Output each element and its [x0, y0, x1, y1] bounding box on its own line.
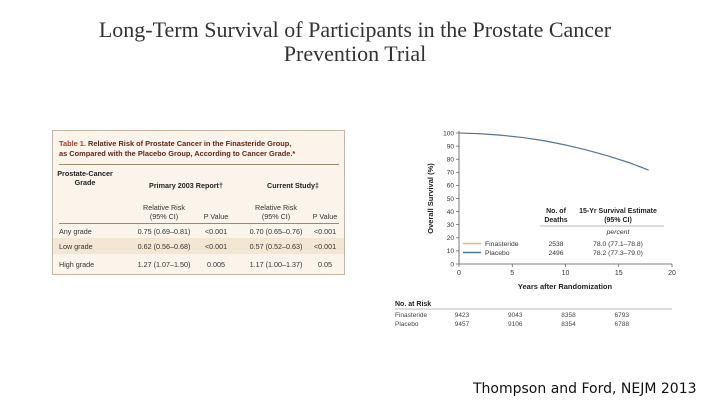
legend-deaths-header-1: No. of [546, 208, 566, 215]
table-caption-line-1: Relative Risk of Prostate Cancer in the … [88, 139, 292, 148]
legend-estimate-header-1: 15-Yr Survival Estimate [579, 208, 657, 215]
y-tick-label: 100 [443, 130, 454, 137]
series-line-finasteride [458, 132, 649, 171]
at-risk-count: 6793 [615, 312, 630, 319]
legend-estimate-value: 78.0 (77.1–78.8) [593, 241, 643, 248]
y-tick-label: 40 [447, 209, 455, 216]
at-risk-count: 9457 [455, 321, 470, 328]
x-tick-label: 20 [668, 270, 676, 277]
y-tick-label: 30 [447, 222, 455, 229]
row-p-primary: 0.005 [207, 260, 225, 269]
table-top-rule [59, 164, 339, 165]
x-tick-label: 10 [562, 270, 570, 277]
row-rr-primary: 1.27 (1.07–1.50) [137, 260, 191, 269]
slide-title-line-1: Long-Term Survival of Participants in th… [98, 17, 612, 42]
row-p-current: <0.001 [313, 242, 337, 251]
grade-header-line-2: Grade [74, 178, 96, 187]
row-rr-current: 1.17 (1.00–1.37) [249, 260, 303, 269]
at-risk-count: 9106 [508, 321, 523, 328]
primary-report-header: Primary 2003 Report† [149, 181, 223, 190]
row-rr-current: 0.57 (0.52–0.63) [249, 242, 303, 251]
rr-header-current: Relative Risk (95% CI) [241, 203, 311, 221]
rr-header-primary: Relative Risk (95% CI) [129, 203, 199, 221]
at-risk-row-name: Placebo [395, 321, 419, 328]
table-label: Table 1. [59, 139, 86, 148]
y-tick-label: 0 [450, 261, 454, 268]
table-caption: Table 1. Relative Risk of Prostate Cance… [59, 139, 339, 159]
row-grade: High grade [59, 260, 95, 269]
table-row-band [53, 238, 344, 254]
at-risk-count: 6788 [615, 321, 630, 328]
table-caption-line-2: as Compared with the Placebo Group, Acco… [59, 149, 296, 158]
x-tick-label: 15 [615, 270, 623, 277]
y-tick-label: 20 [447, 235, 455, 242]
series-line-placebo [458, 132, 649, 171]
legend-series-name: Finasteride [485, 241, 519, 248]
y-tick-label: 80 [447, 157, 455, 164]
y-tick-label: 60 [447, 183, 455, 190]
row-rr-primary: 0.62 (0.56–0.68) [137, 242, 191, 251]
at-risk-count: 9423 [455, 312, 470, 319]
grade-column-header: Prostate-Cancer Grade [57, 169, 113, 187]
row-p-current: <0.001 [313, 227, 337, 236]
rr-header-primary-line-2: (95% CI) [149, 212, 179, 221]
slide-title-line-2: Prevention Trial [283, 41, 427, 66]
x-tick-label: 0 [457, 270, 461, 277]
legend-estimate-header-2: (95% CI) [604, 217, 632, 224]
y-tick-label: 70 [447, 170, 455, 177]
relative-risk-table: Table 1. Relative Risk of Prostate Cance… [52, 130, 345, 275]
row-grade: Any grade [59, 227, 92, 236]
chart-legend: No. of Deaths 15-Yr Survival Estimate (95% … [463, 208, 664, 257]
legend-estimate-value: 78.2 (77.3–79.0) [593, 250, 643, 257]
at-risk-count: 8354 [561, 321, 576, 328]
row-p-primary: <0.001 [204, 227, 228, 236]
table-header-rule [59, 223, 339, 224]
at-risk-table: No. at Risk Finasteride 9423 9043 8358 6793 Pl… [395, 301, 672, 328]
rr-header-primary-line-1: Relative Risk [143, 203, 185, 212]
at-risk-count: 9043 [508, 312, 523, 319]
y-axis-label: Overall Survival (%) [426, 163, 435, 234]
legend-deaths-value: 2496 [548, 250, 563, 257]
grade-header-line-1: Prostate-Cancer [57, 169, 113, 178]
source-credit: Thompson and Ford, NEJM 2013 [473, 381, 697, 397]
chart-axes: 0 10 20 30 40 50 60 70 80 90 100 0 5 10 15 20 Years afte… [426, 130, 676, 291]
slide-title: Long-Term Survival of Participants in th… [60, 18, 650, 66]
row-rr-current: 0.70 (0.65–0.76) [249, 227, 303, 236]
row-rr-primary: 0.75 (0.69–0.81) [137, 227, 191, 236]
legend-deaths-value: 2538 [548, 241, 563, 248]
row-grade: Low grade [59, 242, 93, 251]
row-p-primary: <0.001 [204, 242, 228, 251]
p-header-primary: P Value [203, 212, 229, 221]
y-tick-label: 50 [447, 196, 455, 203]
x-axis-label: Years after Randomization [518, 282, 613, 291]
at-risk-title: No. at Risk [395, 301, 431, 308]
legend-series-name: Placebo [485, 250, 510, 257]
chart-series [458, 132, 649, 171]
current-study-header: Current Study‡ [267, 181, 319, 190]
legend-deaths-header-2: Deaths [544, 217, 567, 224]
legend-estimate-unit: percent [606, 229, 631, 236]
row-p-current: 0.05 [318, 260, 332, 269]
p-header-current: P Value [312, 212, 338, 221]
y-tick-label: 90 [447, 143, 455, 150]
y-tick-label: 10 [447, 248, 455, 255]
x-tick-label: 5 [510, 270, 514, 277]
rr-header-current-line-2: (95% CI) [261, 212, 291, 221]
at-risk-count: 8358 [561, 312, 576, 319]
rr-header-current-line-1: Relative Risk [255, 203, 297, 212]
at-risk-row-name: Finasteride [395, 312, 428, 319]
